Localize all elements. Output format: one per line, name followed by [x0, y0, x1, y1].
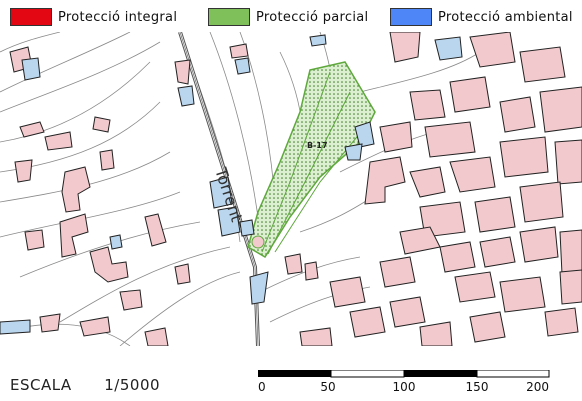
legend-item-integral: Protecció integral [10, 6, 177, 28]
legend-label-parcial: Protecció parcial [256, 9, 369, 25]
parcel-label: B-17 [307, 141, 328, 150]
partial-protection-zone[interactable] [247, 61, 376, 259]
map-canvas[interactable]: Torrent B-17 [0, 32, 582, 346]
scale-label: ESCALA [10, 376, 72, 394]
legend-swatch-integral [10, 8, 52, 26]
legend-item-ambiental: Protecció ambiental [390, 6, 573, 28]
scale-bar: 0 50 100 150 200 [258, 370, 550, 394]
map-svg: Torrent B-17 [0, 32, 582, 346]
scale-tick-100: 100 [393, 380, 416, 394]
scale-segment-3 [404, 370, 477, 377]
legend-item-parcial: Protecció parcial [208, 6, 368, 28]
scale-tick-0: 0 [258, 380, 266, 394]
road [178, 32, 260, 346]
buildings [9, 32, 582, 346]
scale-ratio: 1/5000 [104, 376, 161, 394]
scale-segment-1 [258, 370, 331, 377]
map-legend: Protecció integral Protecció parcial Pro… [0, 0, 582, 32]
map-footer: ESCALA 1/5000 0 50 100 150 200 [0, 346, 582, 401]
legend-label-integral: Protecció integral [58, 9, 178, 25]
legend-swatch-parcial [208, 8, 250, 26]
scale-tick-50: 50 [320, 380, 335, 394]
scale-segment-4 [476, 370, 550, 378]
scale-text: ESCALA 1/5000 [10, 376, 160, 394]
scale-tick-200: 200 [526, 380, 549, 394]
scale-segment-2 [330, 370, 405, 378]
legend-label-ambiental: Protecció ambiental [438, 9, 573, 25]
ambiental-buildings [0, 34, 463, 335]
scale-tick-150: 150 [466, 380, 489, 394]
legend-swatch-ambiental [390, 8, 432, 26]
